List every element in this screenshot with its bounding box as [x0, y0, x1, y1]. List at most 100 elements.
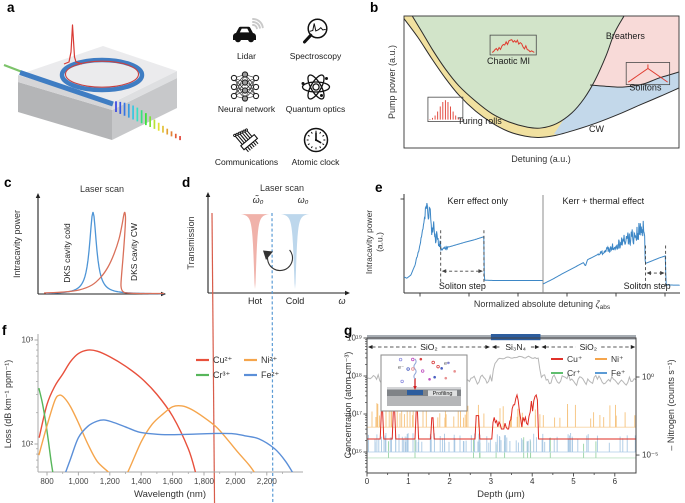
svg-text:Laser scan: Laser scan: [260, 183, 304, 193]
panel-b-phase-diagram: Turing rolls Solitons Breathers Chaotic MI C…: [387, 15, 680, 164]
svg-text:DKS cavity CW: DKS cavity CW: [129, 223, 139, 281]
application-item: Atomic clock: [281, 116, 350, 169]
svg-text:Intracavity power: Intracavity power: [364, 210, 374, 274]
application-label: Lidar: [237, 50, 256, 61]
svg-text:Pump power (a.u.): Pump power (a.u.): [387, 45, 397, 119]
microresonator-chip-illustration: [3, 24, 181, 141]
svg-text:1,400: 1,400: [131, 477, 152, 486]
svg-text:Wavelength (nm): Wavelength (nm): [134, 489, 206, 500]
application-item: Lidar: [212, 10, 281, 63]
panel-label-b: b: [370, 0, 379, 15]
neural-network-icon: [230, 71, 259, 102]
svg-text:Cr⁺: Cr⁺: [567, 368, 581, 378]
svg-text:Breathers: Breathers: [606, 31, 646, 41]
spectroscopy-icon: [302, 18, 328, 44]
svg-text:1,000: 1,000: [68, 477, 89, 486]
atomic-clock-icon: [303, 127, 328, 152]
application-item: Neural network: [212, 63, 281, 116]
svg-text:Detuning (a.u.): Detuning (a.u.): [511, 154, 571, 164]
svg-text:Solitons: Solitons: [629, 83, 662, 93]
panel-e-soliton-step: Soliton step Kerr effect only Soliton step…: [364, 194, 680, 311]
svg-text:10¹⁸: 10¹⁸: [347, 372, 362, 381]
svg-text:Soliton step: Soliton step: [624, 281, 671, 291]
svg-text:ω₀: ω₀: [298, 195, 309, 205]
svg-text:10⁻⁵: 10⁻⁵: [642, 451, 658, 460]
application-item: Spectroscopy: [281, 10, 350, 63]
svg-text:Cu⁺: Cu⁺: [567, 354, 583, 364]
svg-text:Transmission: Transmission: [186, 216, 196, 269]
panel-c-laser-scan-power: Laser scan Intracavity power DKS cavity co…: [12, 184, 166, 297]
application-label: Quantum optics: [285, 103, 346, 114]
quantum-optics-icon: [301, 74, 330, 100]
panel-g-sims-profile: SiO₂ Si₃N₄ SiO₂ Cu⁺ Ni⁺ Cr⁺ Fe⁺ 0 1 2 3 4 5 6 10¹⁹ 10¹⁸…: [343, 334, 676, 501]
svg-text:Soliton step: Soliton step: [439, 281, 486, 291]
svg-text:5: 5: [571, 477, 576, 486]
svg-text:Concentration (atom cm⁻³): Concentration (atom cm⁻³): [343, 352, 353, 459]
svg-text:10⁰: 10⁰: [642, 373, 654, 382]
svg-text:Ni²⁺: Ni²⁺: [261, 355, 277, 365]
svg-text:e⁻: e⁻: [398, 365, 404, 371]
svg-text:2,000: 2,000: [225, 477, 246, 486]
svg-text:Loss (dB km⁻¹ ppm⁻¹): Loss (dB km⁻¹ ppm⁻¹): [3, 360, 13, 449]
svg-text:Profiling: Profiling: [433, 391, 453, 397]
svg-text:10¹⁹: 10¹⁹: [347, 334, 362, 343]
svg-text:Chaotic MI: Chaotic MI: [487, 56, 530, 66]
svg-text:Ni⁺: Ni⁺: [611, 354, 624, 364]
svg-text:Fe⁺: Fe⁺: [611, 368, 626, 378]
svg-text:Kerr effect only: Kerr effect only: [447, 196, 508, 206]
svg-text:10²: 10²: [21, 440, 33, 449]
application-label: Communications: [214, 156, 279, 167]
applications-grid: Lidar Spectroscopy Neural network Quantu…: [212, 10, 350, 169]
svg-text:4: 4: [530, 477, 535, 486]
svg-text:(a.u.): (a.u.): [375, 232, 385, 252]
panel-label-e: e: [375, 180, 383, 195]
svg-text:Normalized absolute detuning ζ: Normalized absolute detuning ζabs: [474, 299, 611, 311]
panel-label-d: d: [182, 175, 191, 190]
svg-text:6: 6: [613, 477, 618, 486]
svg-text:DKS cavity cold: DKS cavity cold: [62, 223, 72, 283]
svg-text:1,600: 1,600: [163, 477, 184, 486]
panel-label-c: c: [4, 175, 12, 190]
svg-text:ω̃₀: ω̃₀: [253, 194, 264, 205]
svg-text:1: 1: [406, 477, 411, 486]
svg-text:– Nitrogen (counts s⁻¹): – Nitrogen (counts s⁻¹): [666, 359, 676, 450]
svg-text:10³: 10³: [21, 336, 33, 345]
application-item: Communications: [212, 116, 281, 169]
svg-text:10¹⁷: 10¹⁷: [348, 410, 363, 419]
svg-text:e⁻: e⁻: [444, 361, 450, 367]
svg-text:1,800: 1,800: [194, 477, 215, 486]
svg-text:0: 0: [365, 477, 370, 486]
svg-text:Cr³⁺: Cr³⁺: [213, 370, 230, 380]
svg-text:Cu²⁺: Cu²⁺: [213, 355, 233, 365]
svg-text:Hot: Hot: [248, 296, 263, 306]
application-label: Neural network: [217, 103, 276, 114]
svg-text:SiO₂: SiO₂: [580, 342, 597, 352]
svg-text:Si₃N₄: Si₃N₄: [505, 342, 526, 352]
svg-text:Fe²⁺: Fe²⁺: [261, 370, 280, 380]
application-label: Spectroscopy: [289, 50, 342, 61]
svg-text:800: 800: [40, 477, 54, 486]
communications-icon: [232, 128, 258, 152]
svg-text:2: 2: [447, 477, 452, 486]
panel-label-a: a: [7, 0, 15, 15]
svg-text:10¹⁶: 10¹⁶: [347, 448, 362, 457]
panel-d-laser-scan-transmission: Laser scan Transmission ω̃₀ ω₀ Hot Cold ω: [186, 183, 350, 503]
panel-label-f: f: [2, 323, 7, 338]
svg-text:CW: CW: [589, 124, 604, 134]
svg-text:Laser scan: Laser scan: [80, 184, 124, 194]
panel-f-loss-chart: 800 1,000 1,200 1,400 1,600 1,800 2,000 2,200 10…: [3, 334, 303, 500]
lidar-icon: [232, 17, 264, 42]
svg-text:SiO₂: SiO₂: [420, 342, 437, 352]
application-item: Quantum optics: [281, 63, 350, 116]
svg-text:3: 3: [489, 477, 494, 486]
svg-text:Turing rolls: Turing rolls: [458, 116, 503, 126]
svg-text:Cold: Cold: [286, 296, 305, 306]
svg-text:1,200: 1,200: [100, 477, 121, 486]
panel-label-g: g: [344, 323, 353, 338]
svg-text:Kerr + thermal effect: Kerr + thermal effect: [562, 196, 644, 206]
svg-text:Intracavity power: Intracavity power: [12, 210, 22, 278]
svg-text:Depth (μm): Depth (μm): [477, 489, 525, 500]
application-label: Atomic clock: [291, 156, 340, 167]
svg-text:2,200: 2,200: [257, 477, 278, 486]
